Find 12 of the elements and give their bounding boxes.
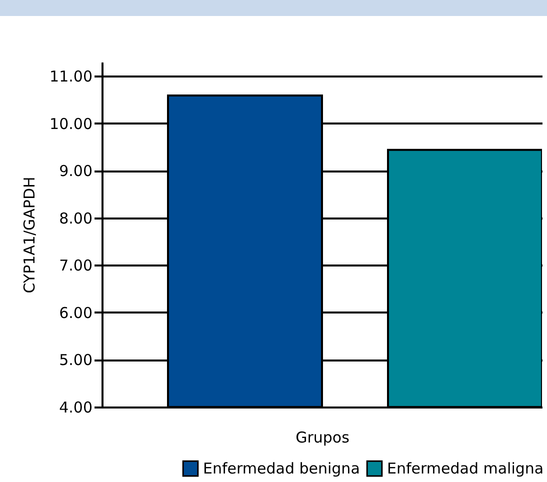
y-tick-label: 10.00: [50, 114, 92, 133]
x-axis-title: Grupos: [296, 428, 350, 446]
y-axis-title: CYP1A1/GAPDH: [20, 176, 39, 294]
y-tick-label: 11.00: [50, 68, 92, 86]
y-tick-label: 8.00: [59, 209, 92, 228]
legend-label: Enfermedad maligna: [387, 460, 544, 478]
y-tick-label: 5.00: [59, 351, 92, 370]
y-tick-label: 6.00: [59, 304, 92, 322]
legend-label: Enfermedad benigna: [203, 460, 360, 478]
y-tick-label: 9.00: [59, 162, 92, 180]
y-tick-label: 7.00: [59, 256, 92, 275]
y-tick-label: 4.00: [59, 398, 92, 416]
